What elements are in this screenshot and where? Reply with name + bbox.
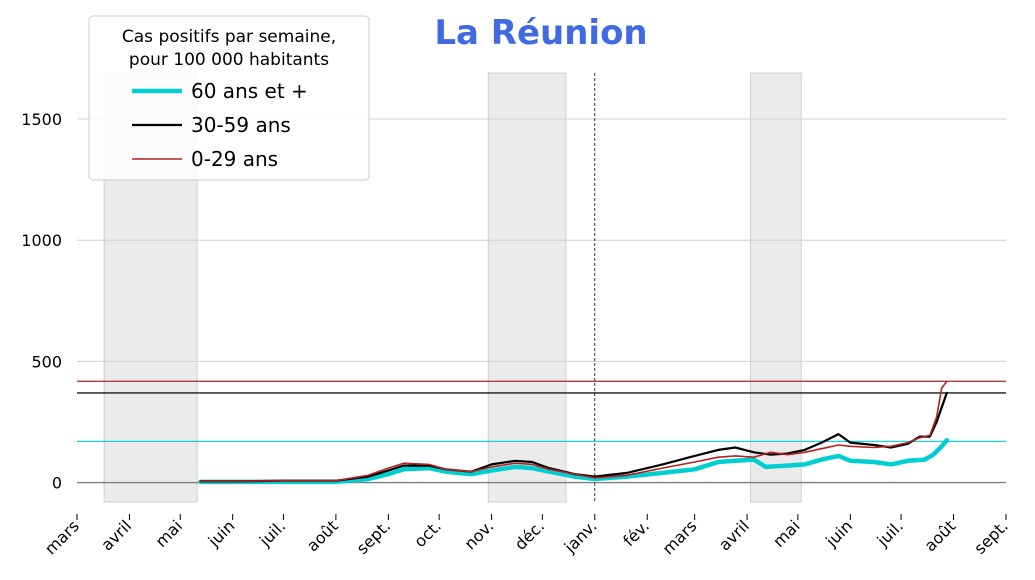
legend-entries: 60 ans et + 30-59 ans 0-29 ans [132, 79, 308, 171]
y-tick-label-1500: 1500 [21, 110, 62, 129]
x-tick-label-7: oct. [410, 516, 445, 551]
x-tick-label-6: sept. [353, 516, 395, 558]
x-tick-label-11: fév. [619, 516, 653, 550]
x-tick-label-10: janv. [560, 516, 601, 557]
shaded-period-2 [487, 72, 567, 503]
x-tick-label-5: août [303, 516, 342, 555]
x-tick-label-3: juin [204, 516, 239, 551]
legend-label-2: 30-59 ans [191, 113, 291, 137]
shaded-period-3 [750, 72, 802, 503]
legend: Cas positifs par semaine, pour 100 000 h… [88, 15, 370, 181]
x-tick-label-2: mai [152, 516, 187, 551]
legend-title-line-1: Cas positifs par semaine, [122, 27, 336, 47]
x-tick-label-8: nov. [460, 516, 497, 553]
legend-title-line-2: pour 100 000 habitants [129, 50, 329, 70]
legend-label-3: 0-29 ans [191, 147, 278, 171]
series-line-1 [198, 437, 950, 485]
x-tick-label-9: déc. [511, 516, 548, 553]
series-line-3 [199, 380, 948, 483]
x-tick-label-0: mars [41, 516, 83, 558]
y-axis-tick-labels: 0 500 1000 1500 [21, 110, 62, 493]
y-tick-label-500: 500 [31, 352, 62, 371]
x-tick-label-12: mars [659, 516, 701, 558]
legend-label-1: 60 ans et + [191, 79, 308, 103]
series-line-2 [199, 391, 948, 483]
x-tick-label-13: avril [715, 516, 753, 554]
y-tick-label-1000: 1000 [21, 231, 62, 250]
series-lines [198, 380, 950, 485]
x-tick-label-17: août [920, 516, 959, 555]
x-tick-label-18: sept. [970, 516, 1012, 558]
chart-title: La Réunion [434, 13, 647, 53]
x-tick-label-14: mai [769, 516, 804, 551]
legend-box [88, 15, 370, 181]
latest-value-lines [77, 380, 1006, 443]
y-tick-label-0: 0 [52, 474, 62, 493]
x-tick-label-4: juil. [255, 516, 289, 550]
x-axis: mars avril mai juin juil. août sept. oct. nov. dé… [41, 514, 1012, 558]
x-tick-label-1: avril [97, 516, 135, 554]
x-tick-label-16: juil. [873, 516, 907, 550]
x-tick-label-15: juin [821, 516, 856, 551]
